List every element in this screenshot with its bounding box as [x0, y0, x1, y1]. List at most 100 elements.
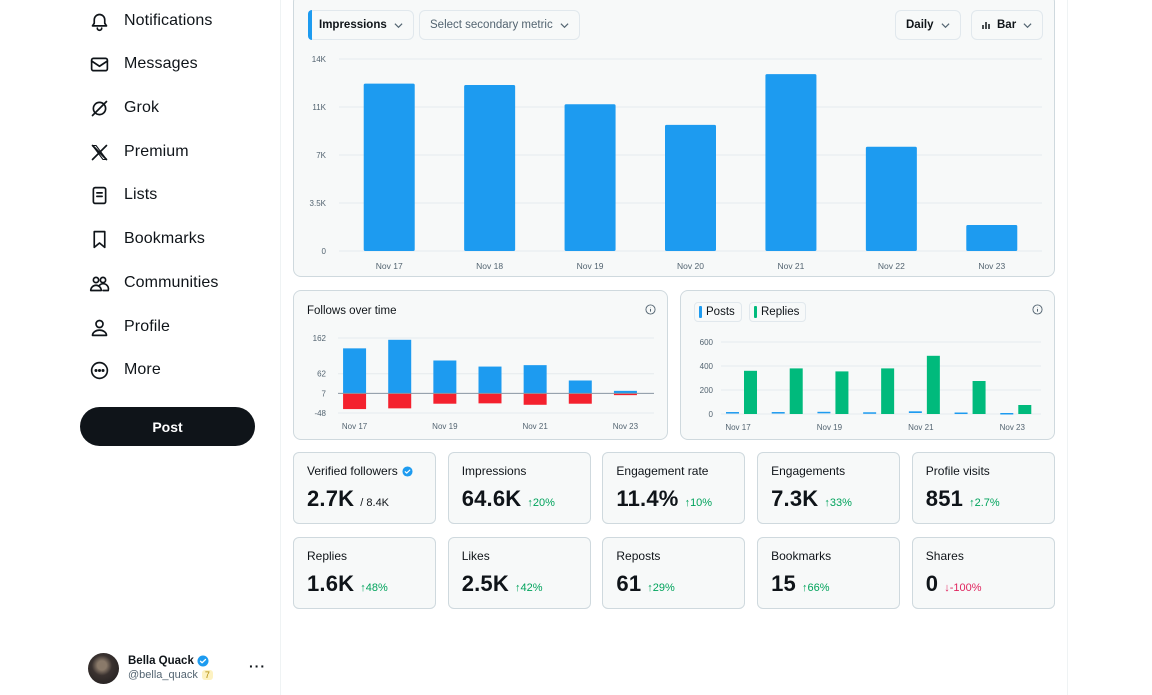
legend-posts[interactable]: Posts — [694, 302, 742, 322]
info-icon[interactable] — [1032, 304, 1043, 315]
stat-value: 64.6K — [461, 486, 522, 511]
stat-value-row: 2.5K ↑42% — [462, 571, 543, 597]
y-tick-label: -48 — [314, 409, 326, 418]
x-logo-icon — [88, 141, 110, 163]
impressions-bar — [865, 146, 917, 251]
sidebar-item-profile[interactable]: Profile — [88, 312, 170, 342]
follows-bar — [433, 360, 457, 394]
stat-label: Impressions — [462, 464, 527, 478]
bell-icon — [88, 10, 110, 32]
stat-value: 1.6K — [307, 570, 355, 596]
x-tick-label: Nov 21 — [522, 422, 548, 431]
stat-label-text: Engagement rate — [616, 464, 709, 478]
posts-replies-chart-card: Posts Replies 600 400 200 0 Nov 17 Nov 19 Nov … — [680, 290, 1055, 440]
unfollows-bar — [523, 393, 547, 405]
interval-dropdown[interactable]: Daily — [895, 10, 961, 40]
stat-value: 2.7K — [307, 486, 355, 511]
stat-label: Replies — [307, 549, 347, 563]
info-icon[interactable] — [645, 304, 656, 315]
stat-value: 11.4% — [616, 486, 679, 511]
sidebar-item-communities[interactable]: Communities — [88, 268, 218, 298]
stat-value: 61 — [616, 570, 642, 596]
primary-metric-label: Impressions — [319, 19, 387, 31]
unfollows-bar — [343, 393, 367, 410]
sidebar-item-label: More — [124, 361, 161, 378]
stat-change: ↑2.7% — [969, 497, 1000, 509]
stat-value: 0 — [925, 570, 939, 596]
avatar[interactable] — [88, 652, 119, 684]
more-icon[interactable]: ··· — [249, 658, 266, 674]
post-button[interactable]: Post — [80, 407, 255, 446]
stat-label: Bookmarks — [771, 549, 831, 563]
stat-card-profile-visits[interactable]: Profile visits 851 ↑2.7% — [911, 452, 1055, 524]
sidebar-item-notifications[interactable]: Notifications — [88, 6, 212, 36]
stat-label: Profile visits — [926, 464, 990, 478]
replies-bar — [789, 368, 803, 414]
chart-type-dropdown[interactable]: Bar — [971, 10, 1044, 40]
impressions-chart-card: Impressions Select secondary metric Dail… — [293, 0, 1055, 277]
unfollows-bar — [613, 393, 637, 396]
stat-card-engagements[interactable]: Engagements 7.3K ↑33% — [757, 452, 901, 524]
stat-card-likes[interactable]: Likes 2.5K ↑42% — [447, 536, 591, 609]
follows-chart-card: Follows over time 162 62 7 -48 Nov 17 Nov 19 N… — [293, 290, 668, 440]
stat-card-bookmarks[interactable]: Bookmarks 15 ↑66% — [757, 536, 901, 609]
stat-label: Shares — [926, 549, 964, 563]
stat-total: / 8.4K — [360, 497, 390, 509]
sidebar-item-label: Premium — [124, 143, 189, 160]
y-tick-label: 600 — [700, 338, 714, 347]
stat-label: Likes — [462, 549, 490, 563]
sidebar-item-premium[interactable]: Premium — [88, 137, 189, 167]
stat-value: 2.5K — [461, 570, 509, 596]
y-tick-label: 0 — [322, 247, 327, 256]
legend-label: Posts — [706, 306, 735, 318]
stat-label: Reposts — [616, 549, 660, 563]
sidebar-item-bookmarks[interactable]: Bookmarks — [88, 224, 205, 254]
follows-bar — [343, 348, 367, 394]
replies-bar — [881, 368, 895, 414]
unfollows-bar — [568, 393, 592, 404]
people-icon — [88, 272, 110, 294]
primary-metric-dropdown[interactable]: Impressions — [308, 10, 414, 40]
sidebar: Notifications Messages Grok Premium List… — [0, 0, 281, 695]
chevron-down-icon — [1023, 22, 1032, 28]
stat-value: 851 — [925, 486, 964, 511]
stat-card-engagement-rate[interactable]: Engagement rate 11.4% ↑10% — [602, 452, 746, 524]
stat-card-verified-followers[interactable]: Verified followers 2.7K / 8.4K — [293, 452, 436, 524]
secondary-metric-dropdown[interactable]: Select secondary metric — [419, 10, 580, 40]
chevron-down-icon — [940, 22, 950, 28]
follows-bar — [478, 366, 502, 394]
sidebar-item-grok[interactable]: Grok — [88, 93, 159, 123]
y-tick-label: 3.5K — [310, 199, 327, 208]
replies-bar — [972, 381, 986, 414]
sidebar-item-label: Grok — [124, 99, 160, 116]
posts-replies-bar-chart: 600 400 200 0 Nov 17 Nov 19 Nov 21 Nov 23 — [700, 338, 1041, 432]
impressions-bar — [363, 83, 415, 251]
unfollows-bar — [433, 393, 457, 404]
stat-card-replies[interactable]: Replies 1.6K ↑48% — [293, 536, 436, 609]
stat-label: Verified followers — [307, 464, 413, 478]
follows-card-title: Follows over time — [307, 305, 397, 317]
stat-card-reposts[interactable]: Reposts 61 ↑29% — [602, 536, 746, 609]
impressions-bar — [665, 124, 716, 251]
stat-card-impressions[interactable]: Impressions 64.6K ↑20% — [447, 452, 591, 524]
y-tick-label: 400 — [700, 362, 714, 371]
secondary-metric-label: Select secondary metric — [430, 19, 553, 31]
person-icon — [88, 316, 110, 338]
stat-label-text: Engagements — [771, 464, 846, 478]
posts-bar — [771, 412, 785, 414]
x-tick-label: Nov 17 — [376, 261, 403, 271]
stat-card-shares[interactable]: Shares 0 ↓-100% — [911, 536, 1055, 609]
y-tick-label: 200 — [700, 386, 714, 395]
x-tick-label: Nov 23 — [1000, 423, 1026, 432]
posts-bar — [817, 411, 831, 414]
replies-bar — [835, 371, 849, 414]
sidebar-item-more[interactable]: More — [88, 355, 161, 385]
sidebar-item-lists[interactable]: Lists — [88, 180, 157, 210]
account-switcher[interactable]: Bella Quack @bella_quack 7 ··· — [88, 650, 270, 686]
replies-bar — [926, 355, 940, 414]
sidebar-item-messages[interactable]: Messages — [88, 49, 198, 79]
more-circle-icon — [88, 359, 110, 381]
account-handle: @bella_quack — [128, 669, 198, 681]
sidebar-item-label: Communities — [124, 274, 219, 291]
legend-replies[interactable]: Replies — [749, 302, 807, 322]
